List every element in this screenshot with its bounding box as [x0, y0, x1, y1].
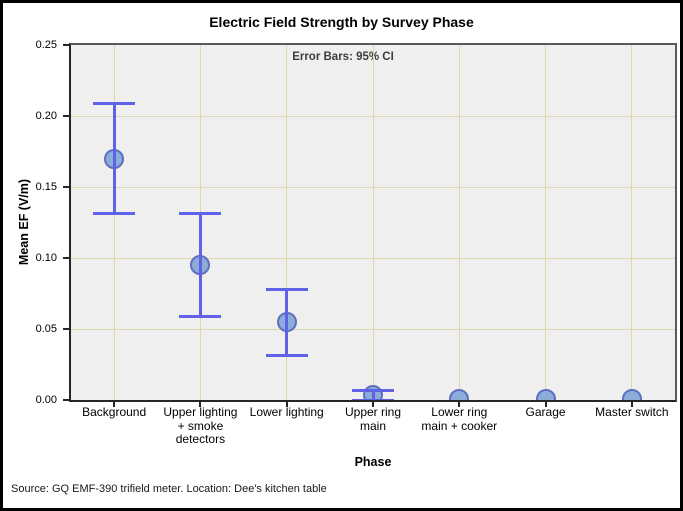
y-tick-label: 0.00 [35, 394, 57, 406]
y-tick-mark [63, 399, 69, 401]
vertical-gridline [372, 45, 374, 400]
vertical-gridline [113, 45, 115, 400]
error-bar-line [371, 390, 375, 400]
y-tick-label: 0.05 [35, 323, 57, 335]
error-bar-line [285, 289, 289, 356]
y-tick-mark [63, 328, 69, 330]
y-tick-mark [63, 257, 69, 259]
y-tick-label: 0.25 [35, 39, 57, 51]
error-bar-cap-bottom [352, 398, 394, 400]
y-tick-label: 0.15 [35, 181, 57, 193]
error-bar-cap-bottom [179, 314, 222, 318]
plot-area: Error Bars: 95% CI [69, 43, 677, 402]
error-bar-cap-top [93, 101, 136, 105]
x-axis-label: Phase [354, 455, 392, 469]
y-tick-label: 0.10 [35, 252, 57, 264]
x-category-label: Lower lighting [249, 405, 324, 419]
y-tick-label: 0.20 [35, 110, 57, 122]
x-tick-mark [285, 402, 288, 407]
x-category-label: Garage [525, 405, 566, 419]
error-bar-line [112, 103, 116, 214]
x-tick-mark [630, 402, 633, 407]
vertical-gridline [545, 45, 547, 400]
error-bar-cap-bottom [93, 212, 136, 216]
data-point-marker [621, 388, 642, 400]
error-bar-cap-bottom [265, 354, 308, 358]
x-tick-mark [199, 402, 202, 407]
vertical-gridline [458, 45, 460, 400]
x-tick-mark [113, 402, 116, 407]
x-category-label: Master switch [595, 405, 669, 419]
x-category-label: Lower ring main + cooker [421, 405, 498, 433]
x-tick-mark [544, 402, 547, 407]
x-category-label: Upper lighting + smoke detectors [163, 405, 238, 446]
chart-title: Electric Field Strength by Survey Phase [209, 14, 474, 30]
x-axis-category-labels: Background Upper lighting + smoke detecto… [71, 405, 675, 452]
vertical-gridline [286, 45, 288, 400]
error-bar-cap-top [179, 212, 222, 216]
x-category-label: Background [82, 405, 147, 419]
data-point-marker [535, 388, 556, 400]
x-tick-mark [372, 402, 374, 407]
x-category-label: Upper ring main [344, 405, 402, 433]
x-axis-tick-marks [71, 402, 675, 408]
error-bar-cap-top [352, 388, 394, 392]
y-tick-mark [63, 115, 69, 117]
error-bars-annotation: Error Bars: 95% CI [292, 51, 394, 63]
error-bar-line [198, 213, 202, 317]
y-tick-mark [63, 186, 69, 188]
y-tick-mark [63, 44, 69, 46]
x-tick-mark [458, 402, 461, 407]
vertical-gridline [631, 45, 633, 400]
error-bar-cap-top [265, 287, 308, 291]
data-point-marker [449, 388, 470, 400]
y-axis-ticks: 0.00 0.05 0.10 0.15 0.20 0.25 [3, 39, 69, 406]
source-note: Source: GQ EMF-390 trifield meter. Locat… [11, 483, 327, 495]
